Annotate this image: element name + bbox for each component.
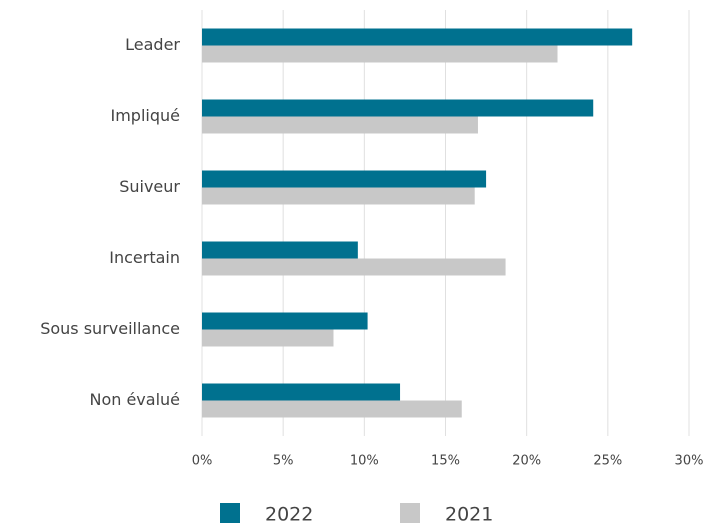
bar	[202, 170, 487, 188]
y-tick-label: Sous surveillance	[40, 319, 180, 338]
legend-swatch	[400, 503, 420, 523]
bar	[202, 116, 478, 134]
bar	[202, 383, 401, 401]
x-tick-label: 20%	[512, 454, 541, 469]
y-tick-label: Suiveur	[119, 177, 180, 196]
legend-label: 2021	[445, 504, 493, 526]
legend-swatch	[220, 503, 240, 523]
bar	[202, 400, 462, 418]
y-tick-label: Impliqué	[111, 106, 181, 125]
bar	[202, 241, 358, 259]
y-tick-label: Non évalué	[89, 390, 180, 409]
y-tick-label: Leader	[125, 35, 180, 54]
bar	[202, 258, 506, 276]
x-tick-label: 15%	[431, 454, 460, 469]
y-tick-label: Incertain	[109, 248, 180, 267]
x-tick-label: 10%	[350, 454, 379, 469]
bar	[202, 312, 368, 330]
bar	[202, 99, 594, 117]
x-tick-label: 0%	[192, 454, 213, 469]
bar	[202, 329, 334, 347]
legend-label: 2022	[265, 504, 313, 526]
x-tick-label: 25%	[593, 454, 622, 469]
x-tick-label: 30%	[675, 454, 704, 469]
bar	[202, 45, 558, 63]
bar	[202, 28, 633, 46]
x-tick-label: 5%	[273, 454, 294, 469]
bar	[202, 187, 475, 205]
